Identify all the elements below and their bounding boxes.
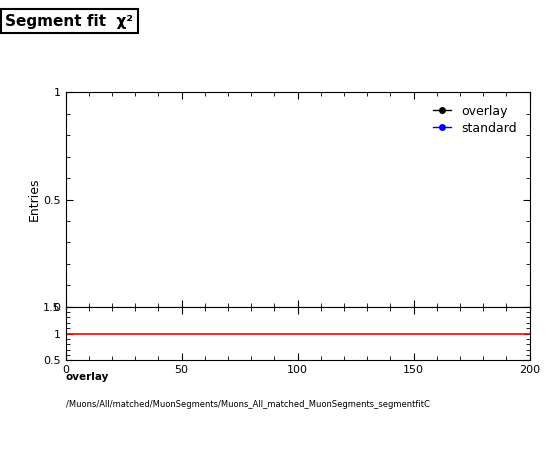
Y-axis label: Entries: Entries — [27, 178, 40, 221]
Text: overlay: overlay — [66, 372, 109, 382]
Text: /Muons/All/matched/MuonSegments/Muons_All_matched_MuonSegments_segmentfitC: /Muons/All/matched/MuonSegments/Muons_Al… — [66, 400, 429, 408]
Legend: overlay, standard: overlay, standard — [426, 99, 524, 141]
Text: Segment fit  χ²: Segment fit χ² — [5, 14, 133, 29]
